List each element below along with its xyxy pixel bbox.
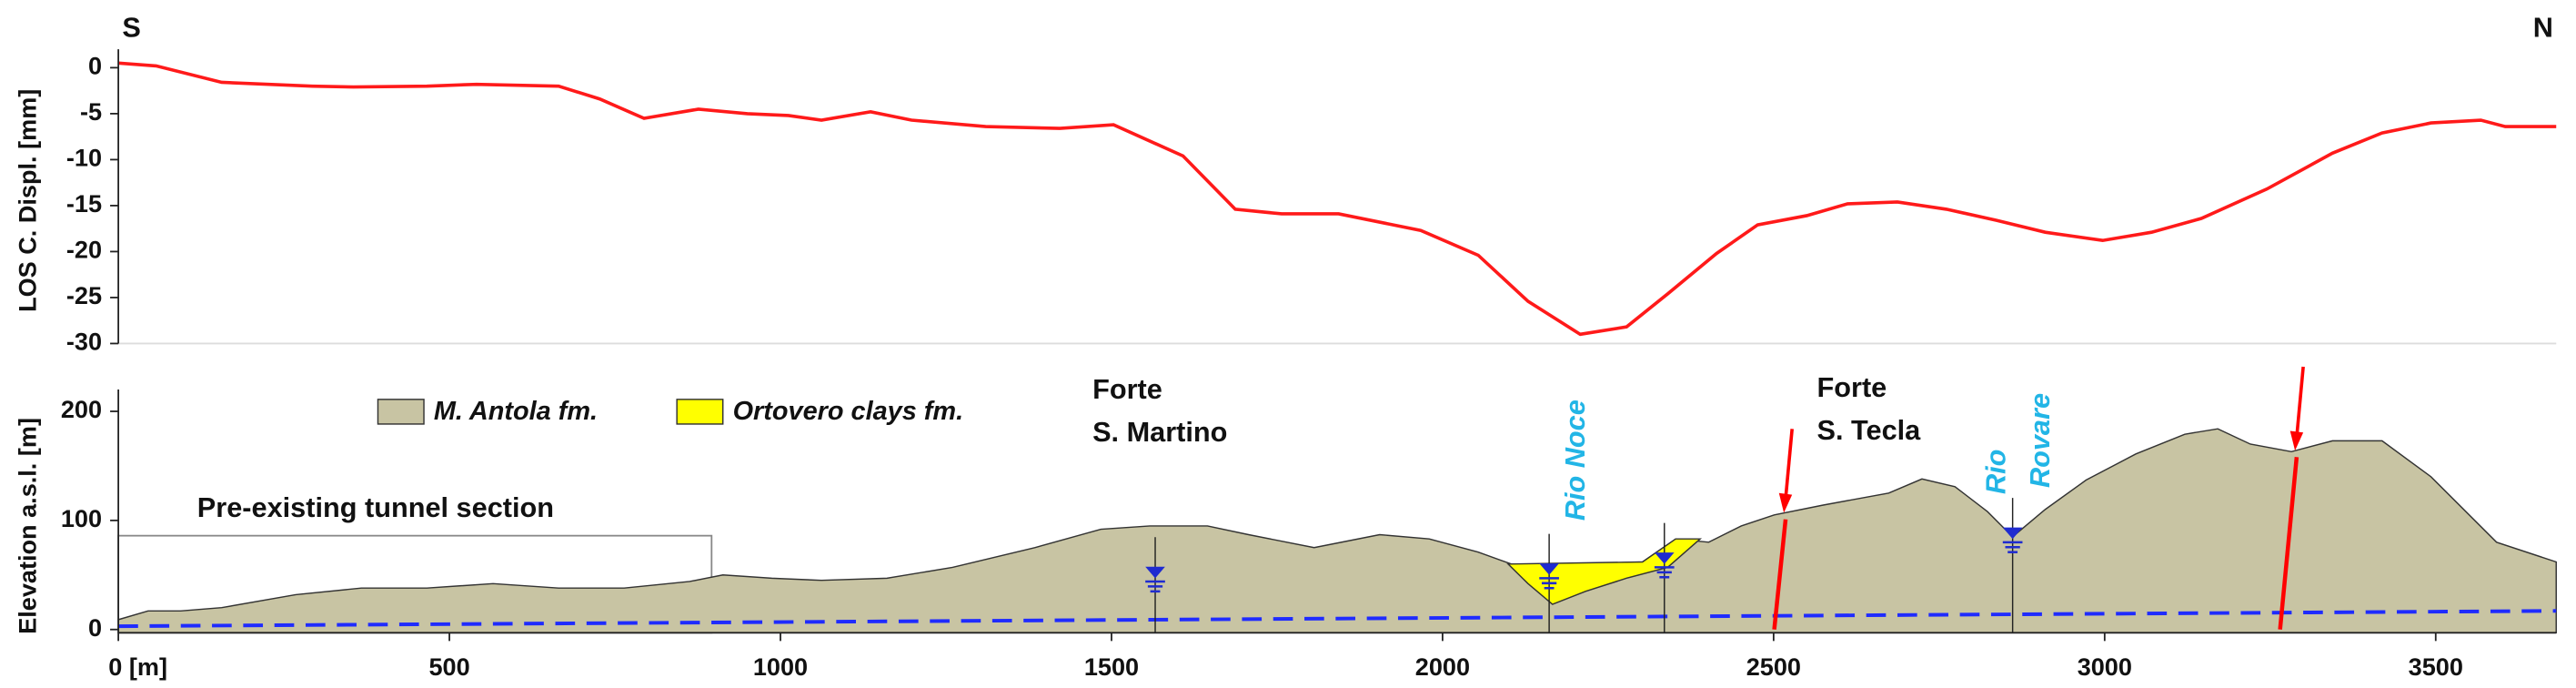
well xyxy=(1539,533,1559,633)
fault-arrow xyxy=(2295,366,2305,438)
legend-swatch xyxy=(377,399,425,425)
annotation: S. Martino xyxy=(1092,416,1227,448)
fault-arrow xyxy=(1784,429,1794,501)
annotation: S xyxy=(122,12,140,44)
y-tick-label: -10 xyxy=(66,144,102,172)
fault xyxy=(2278,457,2299,630)
annotation: Rio Noce xyxy=(1559,400,1591,521)
well-level xyxy=(1539,563,1559,575)
y-tick-label: -30 xyxy=(66,328,102,356)
well xyxy=(2002,498,2023,633)
y-tick-label: -25 xyxy=(66,281,102,309)
x-tick-label: 0 [m] xyxy=(108,653,167,681)
annotation: N xyxy=(2533,12,2553,44)
clay-lens xyxy=(1506,538,1703,605)
annotation: Forte xyxy=(1817,371,1887,403)
x-tick-label: 2000 xyxy=(1415,653,1470,681)
annotation: S. Tecla xyxy=(1817,414,1922,446)
well xyxy=(1654,522,1675,633)
x-tick-label: 3000 xyxy=(2078,653,2132,681)
x-tick-label: 3500 xyxy=(2409,653,2463,681)
y-tick-label: 200 xyxy=(61,395,102,423)
legend-swatch xyxy=(676,399,724,425)
x-tick-label: 1500 xyxy=(1084,653,1139,681)
y-tick-label: 0 xyxy=(88,613,102,642)
water-table xyxy=(118,609,2557,629)
legend-label: M. Antola fm. xyxy=(434,397,598,426)
annotation: Pre-existing tunnel section xyxy=(197,491,554,523)
fault xyxy=(1772,519,1788,630)
y-tick-label: 0 xyxy=(88,52,102,80)
annotation: Forte xyxy=(1092,373,1162,405)
x-tick-label: 1000 xyxy=(753,653,808,681)
y-tick-label: -20 xyxy=(66,236,102,264)
x-tick-label: 2500 xyxy=(1746,653,1801,681)
annotation: Rio xyxy=(1979,450,2011,494)
y-tick-label: -5 xyxy=(80,97,102,126)
well xyxy=(1145,537,1165,633)
fault-arrow-head xyxy=(1778,492,1793,513)
well-level xyxy=(1654,552,1675,564)
annotation: Rovare xyxy=(2024,393,2056,488)
data-line xyxy=(117,61,2557,337)
y-axis-title: LOS C. Displ. [mm] xyxy=(14,89,42,312)
x-tick-label: 500 xyxy=(428,653,469,681)
well-level xyxy=(2002,527,2023,540)
fault-arrow-head xyxy=(2289,430,2304,451)
y-tick-label: -15 xyxy=(66,189,102,218)
legend-label: Ortovero clays fm. xyxy=(733,397,964,426)
y-axis-title: Elevation a.s.l. [m] xyxy=(14,418,42,634)
y-tick-label: 100 xyxy=(61,504,102,532)
well-level xyxy=(1145,566,1165,579)
